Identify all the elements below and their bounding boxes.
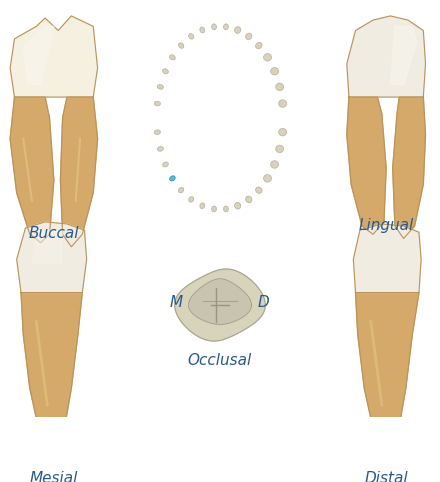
Ellipse shape	[162, 162, 169, 167]
Polygon shape	[60, 97, 98, 247]
Ellipse shape	[189, 34, 194, 39]
Text: Mesial: Mesial	[29, 471, 78, 482]
Polygon shape	[17, 222, 87, 293]
Ellipse shape	[154, 101, 161, 106]
Polygon shape	[23, 27, 54, 84]
Ellipse shape	[170, 55, 175, 60]
Ellipse shape	[235, 27, 241, 33]
Ellipse shape	[264, 54, 271, 61]
Ellipse shape	[276, 83, 284, 91]
Text: Buccal: Buccal	[29, 226, 79, 241]
Ellipse shape	[158, 84, 163, 89]
Polygon shape	[347, 97, 386, 234]
Text: Occlusal: Occlusal	[188, 353, 252, 368]
Text: Distal: Distal	[364, 471, 408, 482]
Polygon shape	[10, 97, 54, 242]
Ellipse shape	[212, 206, 216, 212]
Ellipse shape	[235, 202, 241, 209]
Polygon shape	[391, 27, 417, 84]
Ellipse shape	[154, 130, 161, 134]
Polygon shape	[32, 230, 62, 264]
Ellipse shape	[224, 24, 228, 30]
Ellipse shape	[256, 42, 262, 49]
Polygon shape	[10, 16, 98, 97]
Polygon shape	[356, 293, 419, 463]
Ellipse shape	[200, 203, 205, 209]
Ellipse shape	[246, 33, 252, 40]
Polygon shape	[353, 224, 421, 293]
Ellipse shape	[279, 128, 286, 136]
Ellipse shape	[256, 187, 262, 193]
Ellipse shape	[279, 100, 286, 107]
Polygon shape	[189, 279, 252, 324]
Polygon shape	[175, 269, 265, 341]
Ellipse shape	[158, 147, 163, 151]
Text: Lingual: Lingual	[359, 218, 414, 233]
Ellipse shape	[189, 197, 194, 202]
Ellipse shape	[224, 206, 228, 212]
Ellipse shape	[246, 196, 252, 202]
Ellipse shape	[179, 43, 184, 48]
Text: M: M	[170, 295, 183, 310]
Ellipse shape	[170, 176, 175, 181]
Ellipse shape	[276, 145, 284, 153]
Ellipse shape	[271, 161, 279, 168]
Polygon shape	[393, 97, 425, 239]
Polygon shape	[21, 293, 82, 463]
Ellipse shape	[200, 27, 205, 33]
Ellipse shape	[264, 174, 271, 182]
Ellipse shape	[162, 69, 169, 74]
Text: D: D	[258, 295, 270, 310]
Ellipse shape	[271, 67, 279, 75]
Ellipse shape	[212, 24, 216, 30]
Ellipse shape	[179, 187, 184, 193]
Polygon shape	[347, 16, 425, 97]
